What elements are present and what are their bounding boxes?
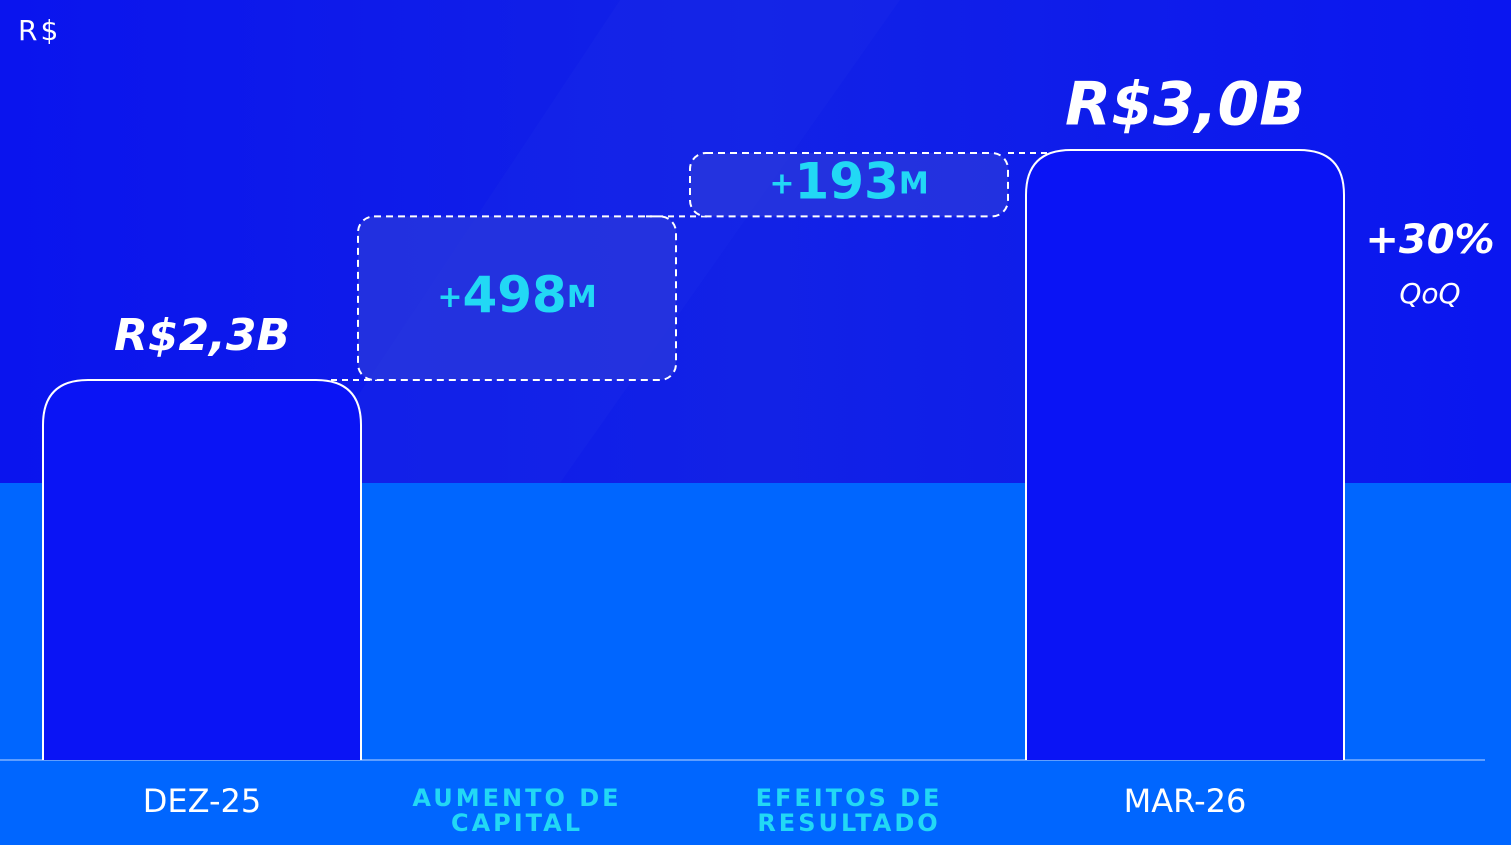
unit-label: R$ <box>18 14 61 47</box>
category-label: EFEITOS DE RESULTADO <box>755 784 943 838</box>
annotation-label: +30% <box>1365 217 1494 263</box>
category-label: MAR-26 <box>1123 782 1247 820</box>
delta-box <box>689 151 1009 218</box>
delta-box <box>357 215 677 381</box>
value-label: +498M <box>437 266 596 324</box>
bar <box>42 379 362 760</box>
value-label: R$2,3B <box>114 310 290 361</box>
value-label: +193M <box>769 152 928 210</box>
annotation-note: QoQ <box>1399 277 1460 310</box>
value-label: R$3,0B <box>1065 70 1305 140</box>
bar <box>1025 149 1345 760</box>
category-label: AUMENTO DE CAPITAL <box>412 784 622 838</box>
category-label: DEZ-25 <box>142 782 262 820</box>
